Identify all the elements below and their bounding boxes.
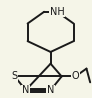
Text: N: N [22,85,29,95]
Text: S: S [12,71,18,81]
Text: N: N [47,85,54,95]
Text: O: O [72,71,79,81]
Text: NH: NH [50,7,64,17]
